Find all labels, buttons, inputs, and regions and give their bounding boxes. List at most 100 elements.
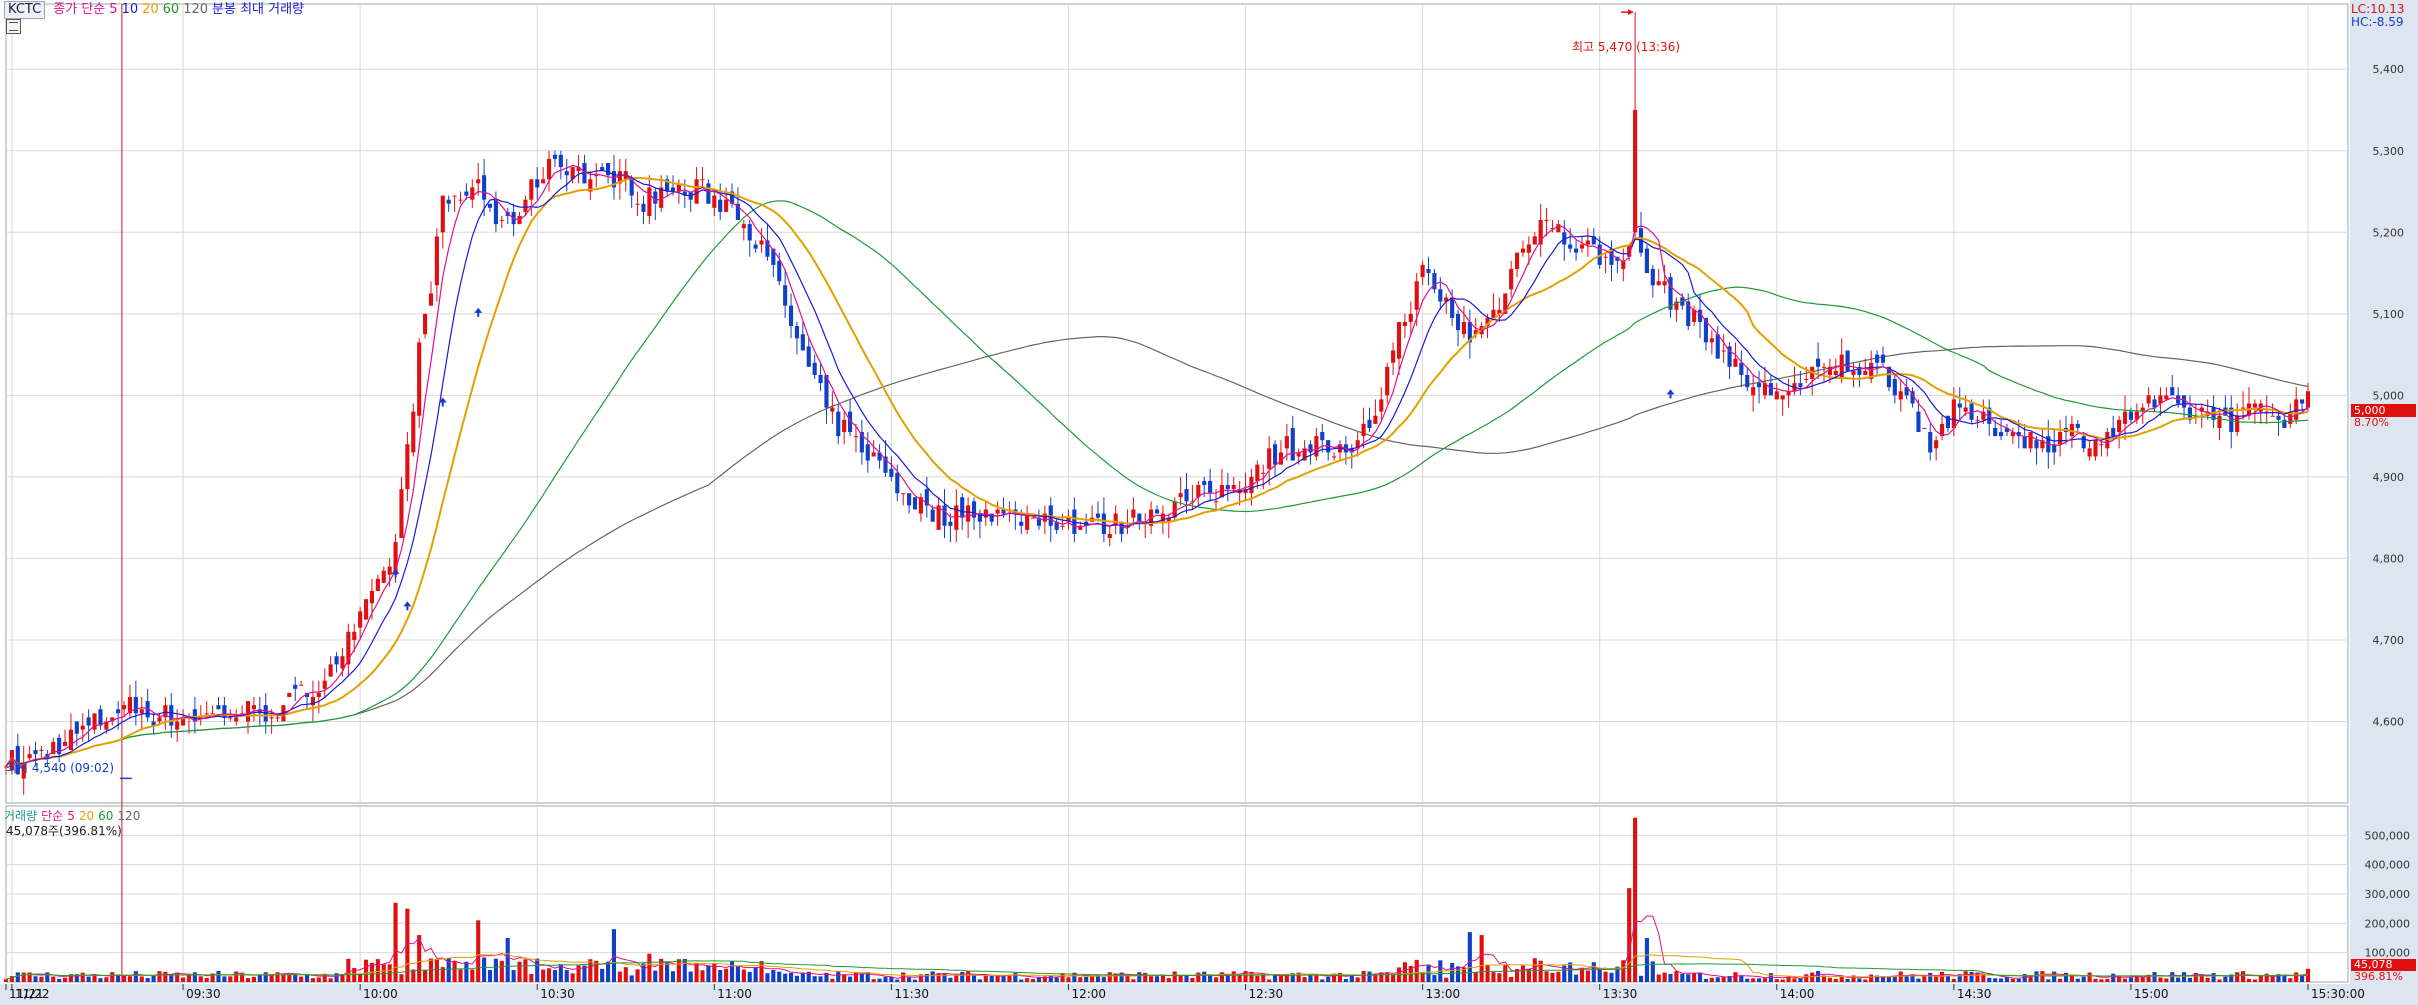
- candle-body[interactable]: [1444, 297, 1449, 302]
- volume-bar[interactable]: [434, 959, 439, 982]
- candle-body[interactable]: [759, 240, 764, 245]
- volume-bar[interactable]: [1650, 961, 1655, 982]
- candle-body[interactable]: [346, 631, 351, 665]
- candle-body[interactable]: [1656, 281, 1661, 286]
- candle-body[interactable]: [175, 721, 180, 730]
- candle-body[interactable]: [1402, 321, 1407, 327]
- candle-body[interactable]: [1857, 366, 1862, 375]
- volume-bar[interactable]: [948, 977, 953, 982]
- candle-body[interactable]: [724, 199, 729, 212]
- candle-body[interactable]: [824, 374, 829, 408]
- volume-bar[interactable]: [2022, 974, 2027, 982]
- volume-bar[interactable]: [989, 976, 994, 982]
- candle-body[interactable]: [1875, 354, 1880, 363]
- volume-bar[interactable]: [1934, 976, 1939, 982]
- candle-body[interactable]: [423, 313, 428, 335]
- volume-bar[interactable]: [328, 978, 333, 982]
- volume-bar[interactable]: [1898, 971, 1903, 982]
- volume-bar[interactable]: [2016, 978, 2021, 982]
- volume-bar[interactable]: [1149, 976, 1154, 982]
- candle-body[interactable]: [1137, 513, 1142, 522]
- volume-bar[interactable]: [1715, 977, 1720, 982]
- volume-bar[interactable]: [665, 962, 670, 982]
- candle-body[interactable]: [440, 195, 445, 233]
- volume-bar[interactable]: [405, 908, 410, 982]
- volume-bar[interactable]: [564, 970, 569, 982]
- volume-bar[interactable]: [629, 975, 634, 982]
- volume-bar[interactable]: [2276, 974, 2281, 982]
- candle-body[interactable]: [2140, 407, 2145, 412]
- volume-bar[interactable]: [15, 972, 20, 982]
- candle-body[interactable]: [181, 717, 186, 726]
- candle-body[interactable]: [1609, 248, 1614, 265]
- volume-bar[interactable]: [2058, 978, 2063, 982]
- volume-bar[interactable]: [263, 972, 268, 982]
- candle-body[interactable]: [1514, 252, 1520, 269]
- candle-body[interactable]: [68, 729, 73, 751]
- candle-body[interactable]: [2241, 407, 2246, 409]
- volume-bar[interactable]: [505, 938, 510, 982]
- candle-body[interactable]: [1355, 440, 1360, 449]
- volume-bar[interactable]: [2122, 978, 2128, 982]
- volume-bar[interactable]: [1402, 962, 1407, 982]
- volume-bar[interactable]: [1355, 977, 1360, 982]
- volume-bar[interactable]: [1574, 974, 1579, 982]
- candle-body[interactable]: [1208, 480, 1213, 494]
- volume-bar[interactable]: [1337, 972, 1343, 982]
- volume-bar[interactable]: [1084, 976, 1089, 982]
- volume-bar[interactable]: [192, 972, 197, 982]
- candle-body[interactable]: [912, 497, 918, 510]
- candle-body[interactable]: [924, 489, 929, 506]
- volume-bar[interactable]: [1810, 972, 1815, 982]
- volume-bar[interactable]: [1013, 972, 1018, 982]
- volume-bar[interactable]: [1833, 978, 1838, 982]
- candle-body[interactable]: [1951, 399, 1956, 428]
- volume-bar[interactable]: [1786, 976, 1791, 982]
- volume-bar[interactable]: [889, 977, 894, 982]
- volume-bar[interactable]: [133, 971, 138, 982]
- candle-body[interactable]: [1255, 464, 1260, 481]
- candle-body[interactable]: [1314, 436, 1319, 457]
- candle-body[interactable]: [381, 570, 386, 583]
- candle-body[interactable]: [1396, 321, 1402, 359]
- volume-bar[interactable]: [346, 958, 351, 982]
- volume-bar[interactable]: [2117, 975, 2122, 982]
- volume-bar[interactable]: [1845, 978, 1850, 982]
- volume-bar[interactable]: [163, 971, 168, 982]
- volume-bar[interactable]: [977, 979, 982, 982]
- volume-bar[interactable]: [2264, 973, 2269, 982]
- volume-bar[interactable]: [1125, 975, 1130, 982]
- candle-body[interactable]: [1113, 513, 1118, 526]
- volume-bar[interactable]: [358, 973, 363, 982]
- volume-bar[interactable]: [310, 978, 315, 982]
- volume-bar[interactable]: [45, 972, 50, 982]
- candle-body[interactable]: [1550, 228, 1555, 230]
- volume-bar[interactable]: [741, 969, 746, 982]
- candle-body[interactable]: [1851, 370, 1856, 375]
- volume-bar[interactable]: [186, 974, 192, 982]
- volume-bar[interactable]: [1343, 978, 1348, 982]
- candle-body[interactable]: [895, 472, 900, 494]
- candle-body[interactable]: [1845, 350, 1850, 371]
- volume-bar[interactable]: [853, 972, 859, 982]
- candle-body[interactable]: [1349, 448, 1354, 453]
- volume-bar[interactable]: [1461, 967, 1466, 982]
- candle-body[interactable]: [1739, 362, 1744, 375]
- volume-bar[interactable]: [2004, 977, 2010, 982]
- candle-body[interactable]: [328, 664, 333, 677]
- candle-body[interactable]: [1786, 391, 1791, 396]
- candle-body[interactable]: [1196, 485, 1201, 498]
- volume-bar[interactable]: [1261, 974, 1266, 982]
- candle-body[interactable]: [1190, 501, 1195, 503]
- volume-bar[interactable]: [1993, 978, 1998, 982]
- candle-body[interactable]: [1568, 244, 1573, 249]
- volume-bar[interactable]: [1745, 978, 1750, 982]
- volume-bar[interactable]: [1662, 972, 1667, 982]
- volume-bar[interactable]: [788, 972, 794, 982]
- volume-bar[interactable]: [2288, 978, 2293, 982]
- candle-body[interactable]: [1467, 321, 1472, 343]
- volume-bar[interactable]: [960, 971, 965, 982]
- candle-body[interactable]: [251, 705, 256, 710]
- candle-body[interactable]: [1751, 387, 1756, 396]
- volume-bar[interactable]: [452, 961, 457, 982]
